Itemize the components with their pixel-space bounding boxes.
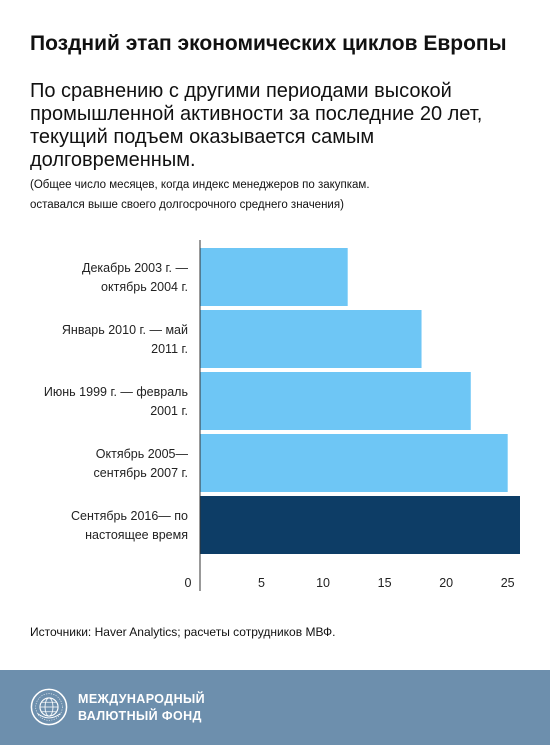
x-tick-label: 5 xyxy=(258,576,265,590)
x-tick-label: 0 xyxy=(185,576,192,590)
chart-note-line: оставался выше своего долгосрочного сред… xyxy=(30,199,344,211)
chart-note: (Общее число месяцев, когда индекс менед… xyxy=(30,175,530,215)
org-name: МЕЖДУНАРОДНЫЙ ВАЛЮТНЫЙ ФОНД xyxy=(78,691,205,725)
category-label: Сентябрь 2016— по xyxy=(71,509,188,523)
x-tick-label: 25 xyxy=(501,576,515,590)
category-label: 2011 г. xyxy=(151,342,188,356)
org-name-line: ВАЛЮТНЫЙ ФОНД xyxy=(78,709,202,723)
bar xyxy=(200,434,508,492)
category-label: Октябрь 2005— xyxy=(96,447,189,461)
chart-subtitle: По сравнению с другими периодами высокой… xyxy=(30,80,483,171)
imf-seal-icon xyxy=(30,688,68,726)
x-tick-label: 20 xyxy=(439,576,453,590)
bar-chart: Декабрь 2003 г. — октябрь 2004 г. Январь 2… xyxy=(44,240,520,591)
x-tick-label: 10 xyxy=(316,576,330,590)
category-label: Июнь 1999 г. — февраль xyxy=(44,385,188,399)
category-label: настоящее время xyxy=(85,528,188,542)
category-label: Декабрь 2003 г. — xyxy=(82,261,188,275)
source-note: Источники: Haver Analytics; расчеты сотр… xyxy=(30,625,336,639)
org-name-line: МЕЖДУНАРОДНЫЙ xyxy=(78,692,206,706)
bar xyxy=(200,496,520,554)
chart-note-line: (Общее число месяцев, когда индекс менед… xyxy=(30,179,370,191)
category-label: 2001 г. xyxy=(150,404,188,418)
x-tick-label: 15 xyxy=(378,576,392,590)
footer-bar: МЕЖДУНАРОДНЫЙ ВАЛЮТНЫЙ ФОНД xyxy=(0,670,550,745)
category-label: сентябрь 2007 г. xyxy=(94,466,188,480)
category-label: октябрь 2004 г. xyxy=(101,280,188,294)
category-label: Январь 2010 г. — май xyxy=(62,323,188,337)
chart-title: Поздний этап экономических циклов Европы xyxy=(30,32,507,55)
bar xyxy=(200,372,471,430)
bar xyxy=(200,248,348,306)
bar xyxy=(200,310,422,368)
